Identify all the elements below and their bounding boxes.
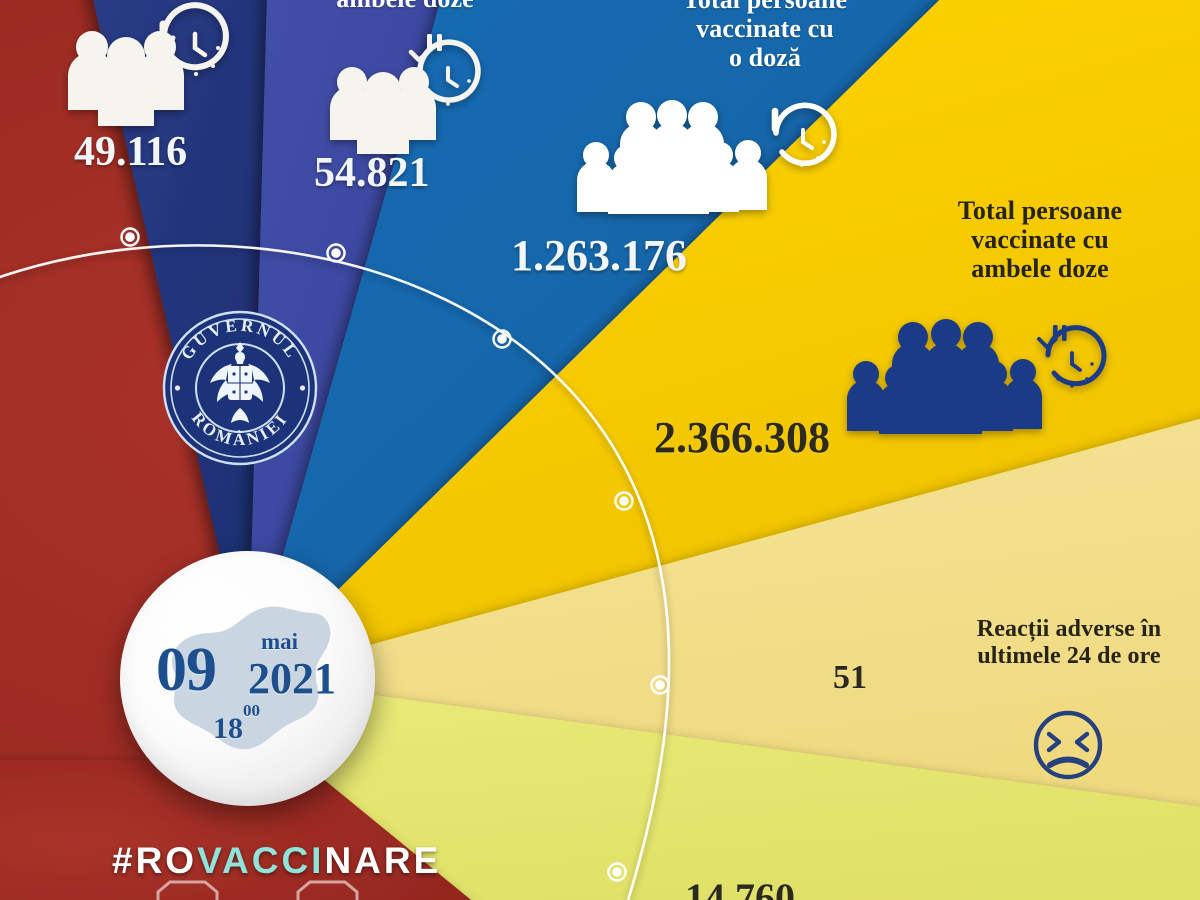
- hashtag-rovaccinare: #ROVACCINARE: [112, 840, 441, 882]
- heading-line: ambele doze: [971, 254, 1109, 284]
- segment-heading-total-ambele-doze: Total persoane vaccinate cu ambele doze: [910, 196, 1170, 283]
- date-day: 09: [156, 636, 217, 704]
- hashtag-highlight: VACCI: [197, 840, 325, 881]
- government-seal: GUVERNUL ROMÂNIEI: [162, 310, 318, 466]
- hour-minutes: 00: [243, 701, 260, 721]
- people-clock-2-icon: [330, 34, 481, 154]
- arc-marker: [120, 227, 140, 247]
- heading-line: vaccinate cu: [971, 225, 1109, 255]
- crowd-clock-1-icon: [577, 100, 837, 214]
- arc-marker: [492, 329, 512, 349]
- segment-value-total-ambele-doze: 2.366.308: [654, 413, 830, 462]
- heading-line: ultimele 24 de ore: [977, 642, 1161, 669]
- arc-marker: [650, 675, 670, 695]
- heading-line: o doză: [728, 43, 802, 73]
- sad-face-icon: [1033, 710, 1103, 780]
- heading-line: vaccinate cu: [696, 14, 834, 44]
- segment-value-total-o-doza: 1.263.176: [511, 231, 687, 280]
- timeline-arc: [0, 227, 671, 900]
- segment-heading-total-o-doza: Total persoane vaccinate cu o doză: [640, 0, 890, 72]
- heading-line: Reacții adverse în: [976, 616, 1162, 642]
- segment-heading-ambele-doze-24h: ambele doze: [300, 0, 510, 13]
- arc-marker: [607, 862, 627, 882]
- heading-line: Total persoane: [957, 196, 1123, 225]
- hour-value: 18: [213, 712, 243, 745]
- arc-marker: [326, 243, 346, 263]
- hashtag-prefix: #RO: [112, 840, 198, 881]
- crowd-clock-2-icon: [847, 319, 1107, 434]
- romania-map: [171, 606, 331, 750]
- segment-value-reactii-adverse-total: 14.760: [685, 875, 795, 900]
- date-month: mai: [261, 629, 299, 654]
- segment-value-ambele-doze-24h: 54.821: [314, 150, 430, 196]
- arc-marker: [614, 491, 634, 511]
- date-year: 2021: [248, 654, 336, 703]
- segment-value-doza1-24h: 49.116: [74, 129, 188, 175]
- date-badge: 09 mai 2021 1800: [120, 551, 375, 806]
- hashtag-suffix: NARE: [324, 840, 442, 881]
- heading-line: Total persoane: [640, 0, 890, 14]
- segment-heading-reactii-adverse: Reacții adverse în ultimele 24 de ore: [938, 616, 1200, 670]
- segment-value-reactii-adverse-24h: 51: [833, 659, 867, 696]
- people-clock-1-icon: [68, 2, 229, 126]
- date-hour: 1800: [213, 701, 260, 746]
